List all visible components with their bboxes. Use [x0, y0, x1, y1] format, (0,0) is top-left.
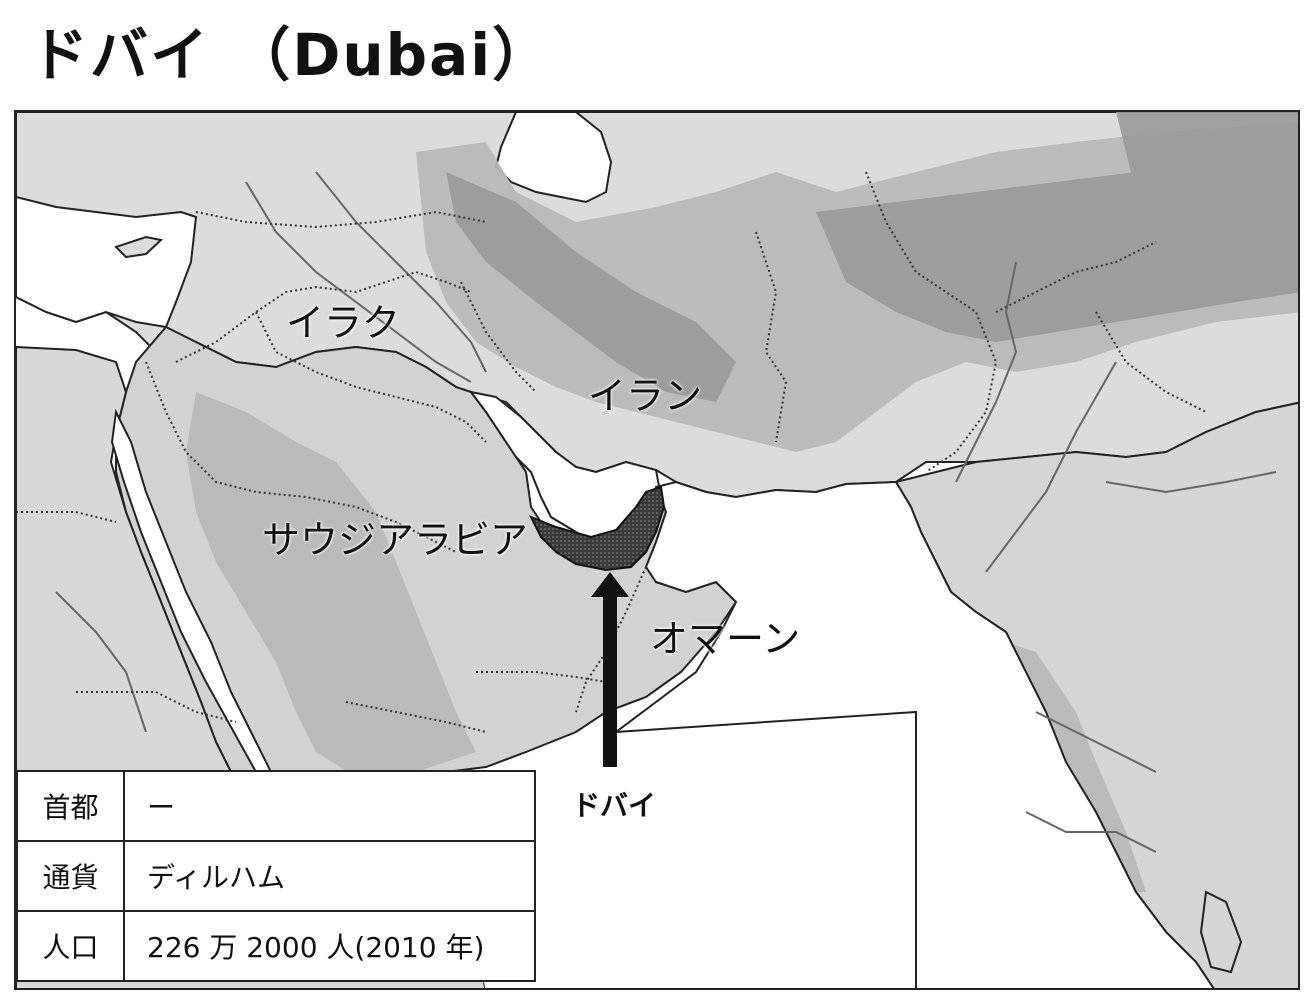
label-saudi-arabia: サウジアラビア [262, 518, 529, 562]
uae-highlight [528, 485, 666, 572]
table-row: 人口 226 万 2000 人(2010 年) [16, 910, 536, 982]
label-oman: オマーン [650, 617, 801, 661]
relief-high [446, 112, 1298, 402]
label-iran: イラン [588, 374, 703, 418]
gulf-of-aden [291, 712, 916, 988]
label-dubai: ドバイ [572, 789, 657, 822]
table-row: 首都 ー [16, 770, 536, 842]
mediterranean [16, 195, 198, 329]
pointer-arrow [591, 572, 629, 767]
borders [16, 171, 1207, 733]
info-key: 通貨 [16, 840, 125, 912]
page-title: ドバイ （Dubai） [30, 21, 553, 89]
rivers [55, 171, 1277, 853]
info-value: 226 万 2000 人(2010 年) [123, 910, 536, 982]
table-row: 通貨 ディルハム [16, 840, 536, 912]
arabian-sea [612, 480, 1215, 988]
info-value: ー [123, 770, 536, 842]
label-iraq: イラク [286, 301, 401, 345]
info-key: 人口 [16, 910, 125, 982]
info-value: ディルハム [123, 840, 536, 912]
info-key: 首都 [16, 770, 125, 842]
info-table: 首都 ー 通貨 ディルハム 人口 226 万 2000 人(2010 年) [16, 770, 536, 982]
sri-lanka [1199, 890, 1243, 974]
cyprus [114, 235, 164, 259]
